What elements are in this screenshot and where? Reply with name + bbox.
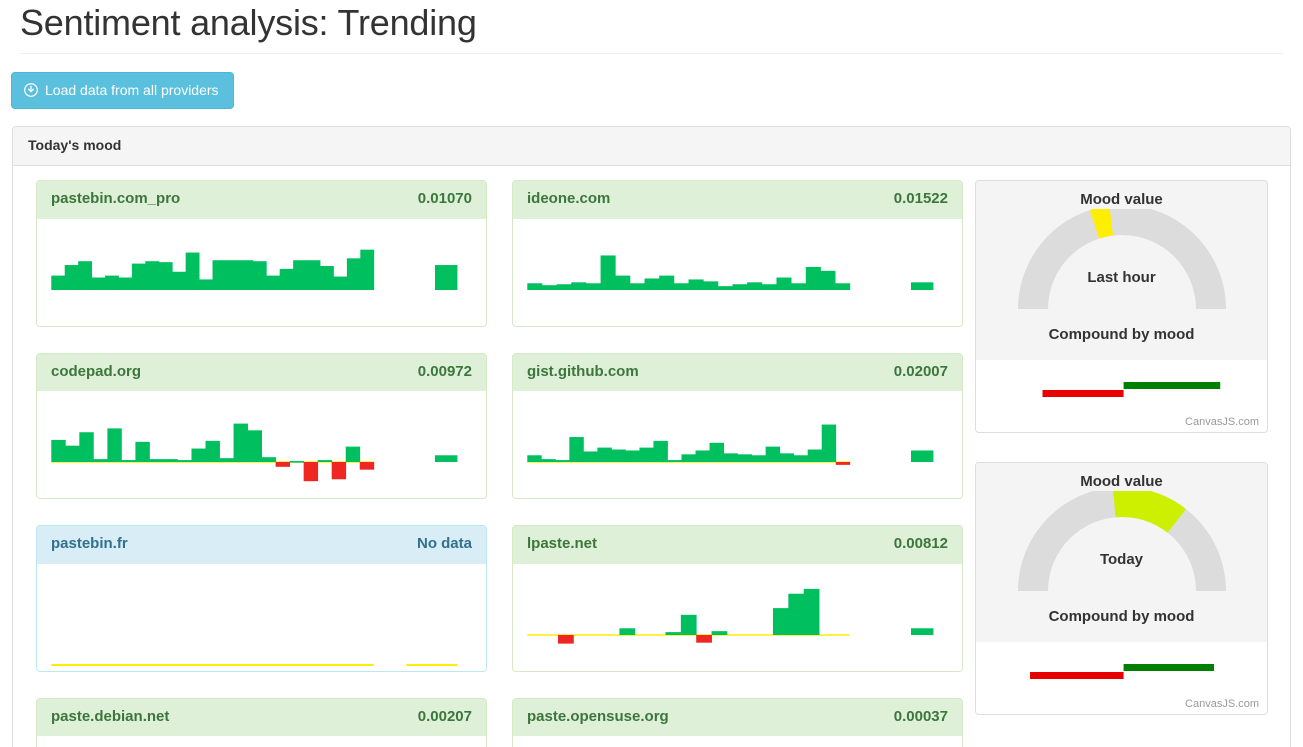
panel-heading: Today's mood <box>13 127 1290 167</box>
gauges-column: Mood value Last hour Compound by mood Canva… <box>975 180 1273 747</box>
provider-panel[interactable]: pastebin.com_pro 0.01070 <box>36 180 487 327</box>
provider-name: gist.github.com <box>527 362 639 380</box>
provider-cell: lpaste.net 0.00812 <box>499 525 975 698</box>
provider-value: 0.00037 <box>893 707 948 725</box>
provider-value: 0.01522 <box>893 190 948 208</box>
provider-cell: gist.github.com 0.02007 <box>499 352 975 526</box>
provider-header: codepad.org 0.00972 <box>37 353 486 392</box>
provider-sparkline-chart[interactable] <box>513 218 962 326</box>
canvasjs-credit: CanvasJS.com <box>1185 698 1259 711</box>
provider-panel[interactable]: lpaste.net 0.00812 <box>512 525 963 672</box>
provider-value: 0.00207 <box>417 707 472 725</box>
provider-sparkline-chart[interactable] <box>37 391 486 499</box>
page-title: Sentiment analysis: Trending <box>20 2 477 43</box>
provider-cell: pastebin.fr No data <box>23 525 499 698</box>
provider-panel[interactable]: paste.debian.net 0.00207 <box>36 697 487 747</box>
provider-header: lpaste.net 0.00812 <box>513 526 962 564</box>
providers-grid: pastebin.com_pro 0.01070 ideone.com 0.01522… <box>23 180 975 747</box>
mood-gauge-card: Mood value Last hour Compound by mood Canva… <box>975 180 1268 434</box>
provider-panel[interactable]: paste.opensuse.org 0.00037 <box>512 697 963 747</box>
gauge-arc[interactable]: Today <box>976 491 1267 597</box>
panel-heading-title: Today's mood <box>28 137 122 153</box>
mood-gauge-card: Mood value Today Compound by mood CanvasJS.… <box>975 462 1268 716</box>
compound-chart[interactable]: CanvasJS.com <box>976 360 1267 433</box>
todays-mood-panel: Today's mood pastebin.com_pro 0.01070 ideo… <box>12 126 1291 747</box>
provider-panel[interactable]: ideone.com 0.01522 <box>512 180 963 327</box>
provider-name: paste.debian.net <box>51 707 170 725</box>
gauge-center-label: Last hour <box>1087 269 1156 287</box>
panel-body: pastebin.com_pro 0.01070 ideone.com 0.01522… <box>13 166 1290 747</box>
load-data-button[interactable]: Load data from all providers <box>11 72 234 109</box>
toolbar: Load data from all providers <box>0 54 1303 109</box>
provider-header: pastebin.fr No data <box>37 526 486 564</box>
page-header: Sentiment analysis: Trending <box>20 0 1283 54</box>
gauge-top: Mood value Today Compound by mood <box>976 463 1267 643</box>
provider-value: 0.00972 <box>417 362 472 380</box>
provider-panel[interactable]: codepad.org 0.00972 <box>36 352 487 500</box>
compound-chart[interactable]: CanvasJS.com <box>976 642 1267 715</box>
provider-sparkline-chart[interactable] <box>37 218 486 326</box>
provider-sparkline-chart[interactable] <box>513 391 962 499</box>
provider-value: 0.00812 <box>893 535 948 553</box>
provider-name: ideone.com <box>527 190 611 208</box>
gauge-top: Mood value Last hour Compound by mood <box>976 181 1267 361</box>
provider-cell: paste.debian.net 0.00207 <box>23 697 499 747</box>
gauge-arc[interactable]: Last hour <box>976 209 1267 315</box>
gauge-subtitle: Compound by mood <box>976 315 1267 357</box>
provider-value: No data <box>416 535 472 553</box>
provider-name: pastebin.fr <box>51 535 128 553</box>
provider-header: ideone.com 0.01522 <box>513 181 962 219</box>
provider-name: codepad.org <box>51 362 142 380</box>
gauge-title: Mood value <box>1080 473 1163 491</box>
provider-sparkline-chart[interactable] <box>37 563 486 671</box>
provider-sparkline-chart[interactable] <box>513 736 962 747</box>
provider-sparkline-chart[interactable] <box>513 563 962 671</box>
provider-panel[interactable]: pastebin.fr No data <box>36 525 487 672</box>
provider-header: paste.debian.net 0.00207 <box>37 698 486 737</box>
provider-name: lpaste.net <box>527 535 598 553</box>
provider-header: pastebin.com_pro 0.01070 <box>37 181 486 219</box>
provider-cell: ideone.com 0.01522 <box>499 180 975 353</box>
load-data-button-label: Load data from all providers <box>45 82 219 98</box>
provider-cell: codepad.org 0.00972 <box>23 352 499 526</box>
provider-header: paste.opensuse.org 0.00037 <box>513 698 962 737</box>
gauge-title: Mood value <box>1080 191 1163 209</box>
provider-panel[interactable]: gist.github.com 0.02007 <box>512 352 963 500</box>
provider-name: paste.opensuse.org <box>527 707 669 725</box>
canvasjs-credit: CanvasJS.com <box>1185 416 1259 429</box>
download-circle-icon <box>24 83 38 97</box>
provider-header: gist.github.com 0.02007 <box>513 353 962 392</box>
provider-cell: pastebin.com_pro 0.01070 <box>23 180 499 353</box>
provider-value: 0.02007 <box>893 362 948 380</box>
gauge-subtitle: Compound by mood <box>976 597 1267 639</box>
provider-name: pastebin.com_pro <box>51 190 181 208</box>
provider-sparkline-chart[interactable] <box>37 736 486 747</box>
gauge-center-label: Today <box>1099 551 1144 569</box>
provider-cell: paste.opensuse.org 0.00037 <box>499 697 975 747</box>
provider-value: 0.01070 <box>417 190 472 208</box>
